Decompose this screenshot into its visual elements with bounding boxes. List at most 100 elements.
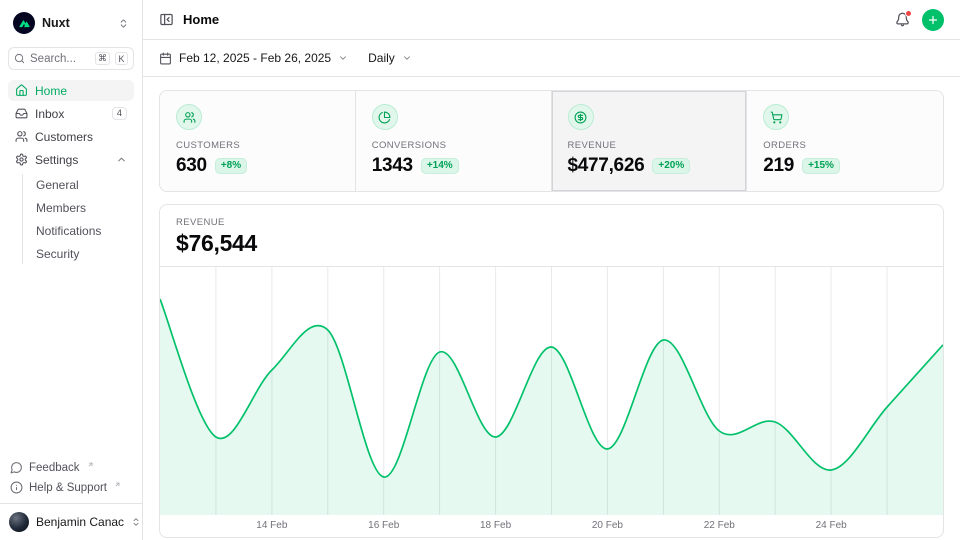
calendar-icon: [159, 52, 172, 65]
chart-gridlines: [215, 267, 888, 515]
date-range-value: Feb 12, 2025 - Feb 26, 2025: [179, 51, 332, 65]
granularity-select[interactable]: Daily: [368, 51, 412, 65]
top-bar-actions: [895, 8, 944, 31]
sidebar: Nuxt Search... ⌘ K Home: [0, 0, 143, 540]
stat-value: 219: [763, 155, 795, 176]
stat-delta-badge: +14%: [420, 158, 459, 174]
home-icon: [15, 84, 28, 97]
sidebar-item-label: Inbox: [35, 106, 65, 121]
sidebar-item-members[interactable]: Members: [23, 197, 134, 218]
sidebar-item-notifications[interactable]: Notifications: [23, 220, 134, 241]
stat-label: CUSTOMERS: [176, 140, 241, 151]
dollar-circle-icon: [567, 104, 594, 130]
chart-line: [160, 298, 943, 478]
gear-icon: [15, 153, 28, 166]
settings-subnav: General Members Notifications Security: [22, 174, 134, 264]
user-name: Benjamin Canac: [36, 515, 125, 529]
kbd-cmd: ⌘: [95, 52, 110, 65]
stat-label: REVENUE: [567, 140, 617, 151]
sidebar-nav: Home Inbox 4 Customers Settings: [0, 74, 142, 264]
sub-item-label: Members: [36, 200, 87, 215]
inbox-icon: [15, 107, 28, 120]
sub-item-label: Security: [36, 246, 80, 261]
x-axis-tick-label: 16 Feb: [368, 520, 400, 531]
users-icon: [15, 130, 28, 143]
shopping-cart-icon: [763, 104, 790, 130]
x-axis-tick-label: 18 Feb: [479, 520, 512, 531]
content: CUSTOMERS 630 +8% CONVERSIONS 1343 +14%: [143, 77, 960, 538]
filter-toolbar: Feb 12, 2025 - Feb 26, 2025 Daily: [143, 40, 960, 77]
chevron-down-icon: [402, 53, 412, 63]
revenue-area-chart[interactable]: [160, 267, 943, 515]
stat-label: ORDERS: [763, 140, 807, 151]
stat-card-revenue[interactable]: REVENUE $477,626 +20%: [551, 91, 748, 191]
search-input[interactable]: Search... ⌘ K: [8, 47, 134, 70]
stat-delta-badge: +20%: [652, 158, 691, 174]
page-title: Home: [183, 12, 220, 27]
sidebar-item-security[interactable]: Security: [23, 243, 134, 264]
stats-row: CUSTOMERS 630 +8% CONVERSIONS 1343 +14%: [159, 90, 944, 192]
users-icon: [176, 104, 202, 130]
stat-card-conversions[interactable]: CONVERSIONS 1343 +14%: [356, 91, 552, 191]
bell-icon: [896, 12, 909, 27]
stat-label: CONVERSIONS: [371, 140, 447, 151]
external-link-icon: [87, 461, 94, 468]
x-axis-tick-label: 24 Feb: [815, 520, 847, 531]
date-range-picker[interactable]: Feb 12, 2025 - Feb 26, 2025: [159, 51, 348, 65]
sidebar-item-label: Customers: [35, 129, 94, 144]
help-support-label: Help & Support: [29, 481, 107, 494]
chart-canvas[interactable]: [160, 267, 943, 515]
panel-left-close-icon[interactable]: [159, 12, 174, 27]
stat-value: 630: [176, 155, 207, 176]
add-button[interactable]: [922, 8, 944, 31]
search-icon: [14, 53, 25, 64]
external-link-icon: [114, 481, 121, 488]
chart-current-value: $76,544: [176, 230, 258, 256]
chart-x-axis: 14 Feb 16 Feb 18 Feb 20 Feb 22 Feb 24 Feb: [160, 515, 943, 537]
avatar: [9, 512, 29, 532]
feedback-label: Feedback: [29, 461, 80, 474]
feedback-link[interactable]: Feedback: [10, 461, 132, 474]
nuxt-logo-icon: [13, 12, 35, 34]
sidebar-item-inbox[interactable]: Inbox 4: [8, 103, 134, 124]
granularity-value: Daily: [368, 51, 395, 65]
stat-card-customers[interactable]: CUSTOMERS 630 +8%: [160, 91, 356, 191]
sidebar-item-customers[interactable]: Customers: [8, 126, 134, 147]
message-bubble-icon: [10, 461, 23, 474]
stat-delta-badge: +8%: [214, 158, 248, 174]
notifications-button[interactable]: [895, 10, 912, 27]
plus-icon: [928, 15, 938, 24]
sidebar-footer: Feedback Help & Support: [0, 457, 142, 503]
main-area: Home Feb 12, 2025 - Feb 26, 2025: [143, 0, 960, 540]
chart-title: REVENUE: [176, 217, 225, 228]
user-menu[interactable]: Benjamin Canac: [0, 503, 142, 540]
x-axis-tick-label: 14 Feb: [256, 520, 288, 531]
kbd-k: K: [115, 52, 128, 65]
sidebar-item-label: Home: [35, 83, 68, 98]
chevrons-up-down-icon: [118, 18, 129, 29]
inbox-count-badge: 4: [111, 106, 127, 121]
workspace-selector[interactable]: Nuxt: [8, 9, 134, 37]
revenue-chart-panel: REVENUE $76,544 14 Feb 16 Feb 18 Feb 20 Feb…: [159, 204, 944, 538]
stat-card-orders[interactable]: ORDERS 219 +15%: [747, 91, 943, 191]
chevron-down-icon: [338, 53, 348, 63]
sidebar-item-home[interactable]: Home: [8, 80, 134, 101]
sub-item-label: General: [36, 177, 79, 192]
x-axis-tick-label: 20 Feb: [591, 520, 623, 531]
stat-value: 1343: [371, 155, 413, 176]
chevrons-up-down-icon: [131, 517, 141, 527]
search-placeholder: Search...: [30, 52, 77, 65]
chevron-up-icon: [116, 154, 127, 165]
top-bar: Home: [143, 0, 960, 40]
sidebar-item-label: Settings: [35, 152, 79, 167]
help-support-link[interactable]: Help & Support: [10, 481, 132, 494]
notification-dot: [905, 10, 912, 17]
sidebar-item-settings[interactable]: Settings: [8, 149, 134, 170]
chart-header: REVENUE $76,544: [160, 205, 943, 267]
workspace-name: Nuxt: [42, 16, 70, 30]
sub-item-label: Notifications: [36, 223, 102, 238]
stat-delta-badge: +15%: [802, 158, 840, 174]
chart-area-fill: [160, 299, 943, 515]
sidebar-item-general[interactable]: General: [23, 174, 134, 195]
